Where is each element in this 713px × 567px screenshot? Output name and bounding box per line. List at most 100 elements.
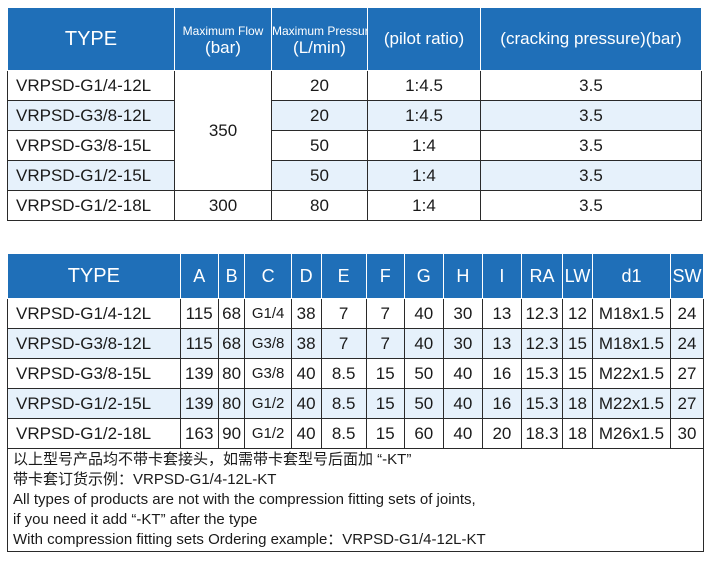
- ratio-cell: 1:4.5: [367, 70, 481, 101]
- e-cell: 8.5: [320, 388, 367, 419]
- b-cell: 68: [217, 328, 246, 359]
- f-cell: 7: [365, 328, 405, 359]
- table-row: VRPSD-G1/4-12L 115 68 G1/4 38 7 7 40 30 13 12.3 12 M…: [7, 298, 704, 329]
- table-row: VRPSD-G1/2-15L 50 1:4 3.5: [7, 160, 702, 191]
- model-cell: VRPSD-G3/8-15L: [7, 358, 181, 389]
- b-cell: 80: [217, 388, 246, 419]
- model-cell: VRPSD-G3/8-15L: [7, 130, 175, 161]
- h-cell: 30: [442, 328, 483, 359]
- g-cell: 60: [403, 418, 444, 449]
- sw-cell: 30: [670, 418, 704, 449]
- header-max-flow-unit: (bar): [205, 37, 241, 57]
- h-cell: 30: [442, 298, 483, 329]
- header-g: G: [403, 253, 444, 299]
- a-cell: 115: [179, 328, 219, 359]
- d-cell: 40: [290, 418, 322, 449]
- dimensions-body: VRPSD-G1/4-12L 115 68 G1/4 38 7 7 40 30 13 12.3 12 M…: [7, 298, 704, 449]
- table-row: VRPSD-G3/8-15L 50 1:4 3.5: [7, 130, 702, 161]
- lw-cell: 15: [562, 358, 593, 389]
- table-row: VRPSD-G3/8-12L 115 68 G3/8 38 7 7 40 30 13 12.3 15 M…: [7, 328, 704, 359]
- note-line: 以上型号产品均不带卡套接头，如需带卡套型号后面加 “-KT”: [13, 451, 412, 468]
- notes-cell: 以上型号产品均不带卡套接头，如需带卡套型号后面加 “-KT” 带卡套订货示例：V…: [7, 448, 704, 552]
- table-header-row: TYPE Maximum Flow (bar) Maximum Pressure…: [7, 7, 702, 71]
- d1-cell: M18x1.5: [591, 298, 672, 329]
- h-cell: 40: [442, 388, 483, 419]
- g-cell: 40: [403, 328, 444, 359]
- table-header-row: TYPE A B C D E F G H I RA LW d1 SW: [7, 253, 704, 299]
- header-type: TYPE: [7, 7, 175, 71]
- model-cell: VRPSD-G1/2-15L: [7, 388, 181, 419]
- d1-cell: M22x1.5: [591, 358, 672, 389]
- header-max-pressure-unit: (L/min): [293, 37, 346, 57]
- ra-cell: 18.3: [520, 418, 564, 449]
- e-cell: 8.5: [320, 358, 367, 389]
- table-row: VRPSD-G1/2-15L 139 80 G1/2 40 8.5 15 50 40 16 15.3…: [7, 388, 704, 419]
- note-line: if you need it add “-KT” after the type: [13, 511, 258, 528]
- header-max-flow-title: Maximum Flow: [182, 23, 264, 38]
- e-cell: 8.5: [320, 418, 367, 449]
- d-cell: 40: [290, 358, 322, 389]
- cracking-cell: 3.5: [480, 100, 702, 131]
- ra-cell: 12.3: [520, 298, 564, 329]
- cracking-cell: 3.5: [480, 190, 702, 221]
- pressure-cell: 50: [271, 160, 368, 191]
- cracking-cell: 3.5: [480, 160, 702, 191]
- model-cell: VRPSD-G1/2-18L: [7, 190, 175, 221]
- spec-table-pressure: TYPE Maximum Flow (bar) Maximum Pressure…: [7, 7, 702, 221]
- header-max-flow: Maximum Flow (bar): [174, 7, 272, 71]
- g-cell: 50: [403, 388, 444, 419]
- model-cell: VRPSD-G1/4-12L: [7, 70, 175, 101]
- table-row: VRPSD-G3/8-12L 20 1:4.5 3.5: [7, 100, 702, 131]
- c-cell: G3/8: [244, 358, 292, 389]
- ra-cell: 15.3: [520, 388, 564, 419]
- note-line: All types of products are not with the c…: [13, 491, 476, 508]
- sw-cell: 27: [670, 358, 704, 389]
- b-cell: 80: [217, 358, 246, 389]
- lw-cell: 15: [562, 328, 593, 359]
- pressure-cell: 20: [271, 70, 368, 101]
- header-type: TYPE: [7, 253, 181, 299]
- spec-table-dimensions: TYPE A B C D E F G H I RA LW d1 SW VRPSD…: [7, 253, 704, 552]
- i-cell: 20: [481, 418, 522, 449]
- table-row: VRPSD-G1/2-18L 300 80 1:4 3.5: [7, 190, 702, 221]
- i-cell: 16: [481, 358, 522, 389]
- sw-cell: 24: [670, 328, 704, 359]
- table-row: VRPSD-G1/2-18L 163 90 G1/2 40 8.5 15 60 40 20 18.3…: [7, 418, 704, 449]
- header-max-pressure: Maximum Pressure (L/min): [271, 7, 368, 71]
- c-cell: G1/2: [244, 388, 292, 419]
- a-cell: 115: [179, 298, 219, 329]
- a-cell: 163: [179, 418, 219, 449]
- table-row: VRPSD-G3/8-15L 139 80 G3/8 40 8.5 15 50 40 16 15.3…: [7, 358, 704, 389]
- model-cell: VRPSD-G1/2-15L: [7, 160, 175, 191]
- b-cell: 90: [217, 418, 246, 449]
- table-row: VRPSD-G1/4-12L 350 20 1:4.5 3.5: [7, 70, 702, 191]
- i-cell: 16: [481, 388, 522, 419]
- a-cell: 139: [179, 388, 219, 419]
- sw-cell: 24: [670, 298, 704, 329]
- flow-cell: 300: [174, 190, 272, 221]
- c-cell: G3/8: [244, 328, 292, 359]
- model-cell: VRPSD-G3/8-12L: [7, 328, 181, 359]
- lw-cell: 18: [562, 418, 593, 449]
- b-cell: 68: [217, 298, 246, 329]
- note-line: 带卡套订货示例：VRPSD-G1/4-12L-KT: [13, 471, 277, 488]
- i-cell: 13: [481, 328, 522, 359]
- f-cell: 7: [365, 298, 405, 329]
- pressure-cell: 20: [271, 100, 368, 131]
- model-cell: VRPSD-G1/2-18L: [7, 418, 181, 449]
- ra-cell: 15.3: [520, 358, 564, 389]
- header-f: F: [365, 253, 405, 299]
- c-cell: G1/4: [244, 298, 292, 329]
- ratio-cell: 1:4.5: [367, 100, 481, 131]
- e-cell: 7: [320, 298, 367, 329]
- d1-cell: M22x1.5: [591, 388, 672, 419]
- header-sw: SW: [670, 253, 704, 299]
- header-h: H: [442, 253, 483, 299]
- header-d: D: [290, 253, 322, 299]
- ratio-cell: 1:4: [367, 130, 481, 161]
- g-cell: 40: [403, 298, 444, 329]
- f-cell: 15: [365, 358, 405, 389]
- d-cell: 40: [290, 388, 322, 419]
- pressure-cell: 80: [271, 190, 368, 221]
- lw-cell: 18: [562, 388, 593, 419]
